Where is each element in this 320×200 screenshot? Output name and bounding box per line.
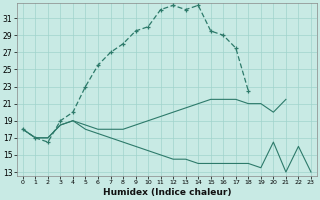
X-axis label: Humidex (Indice chaleur): Humidex (Indice chaleur)	[103, 188, 231, 197]
